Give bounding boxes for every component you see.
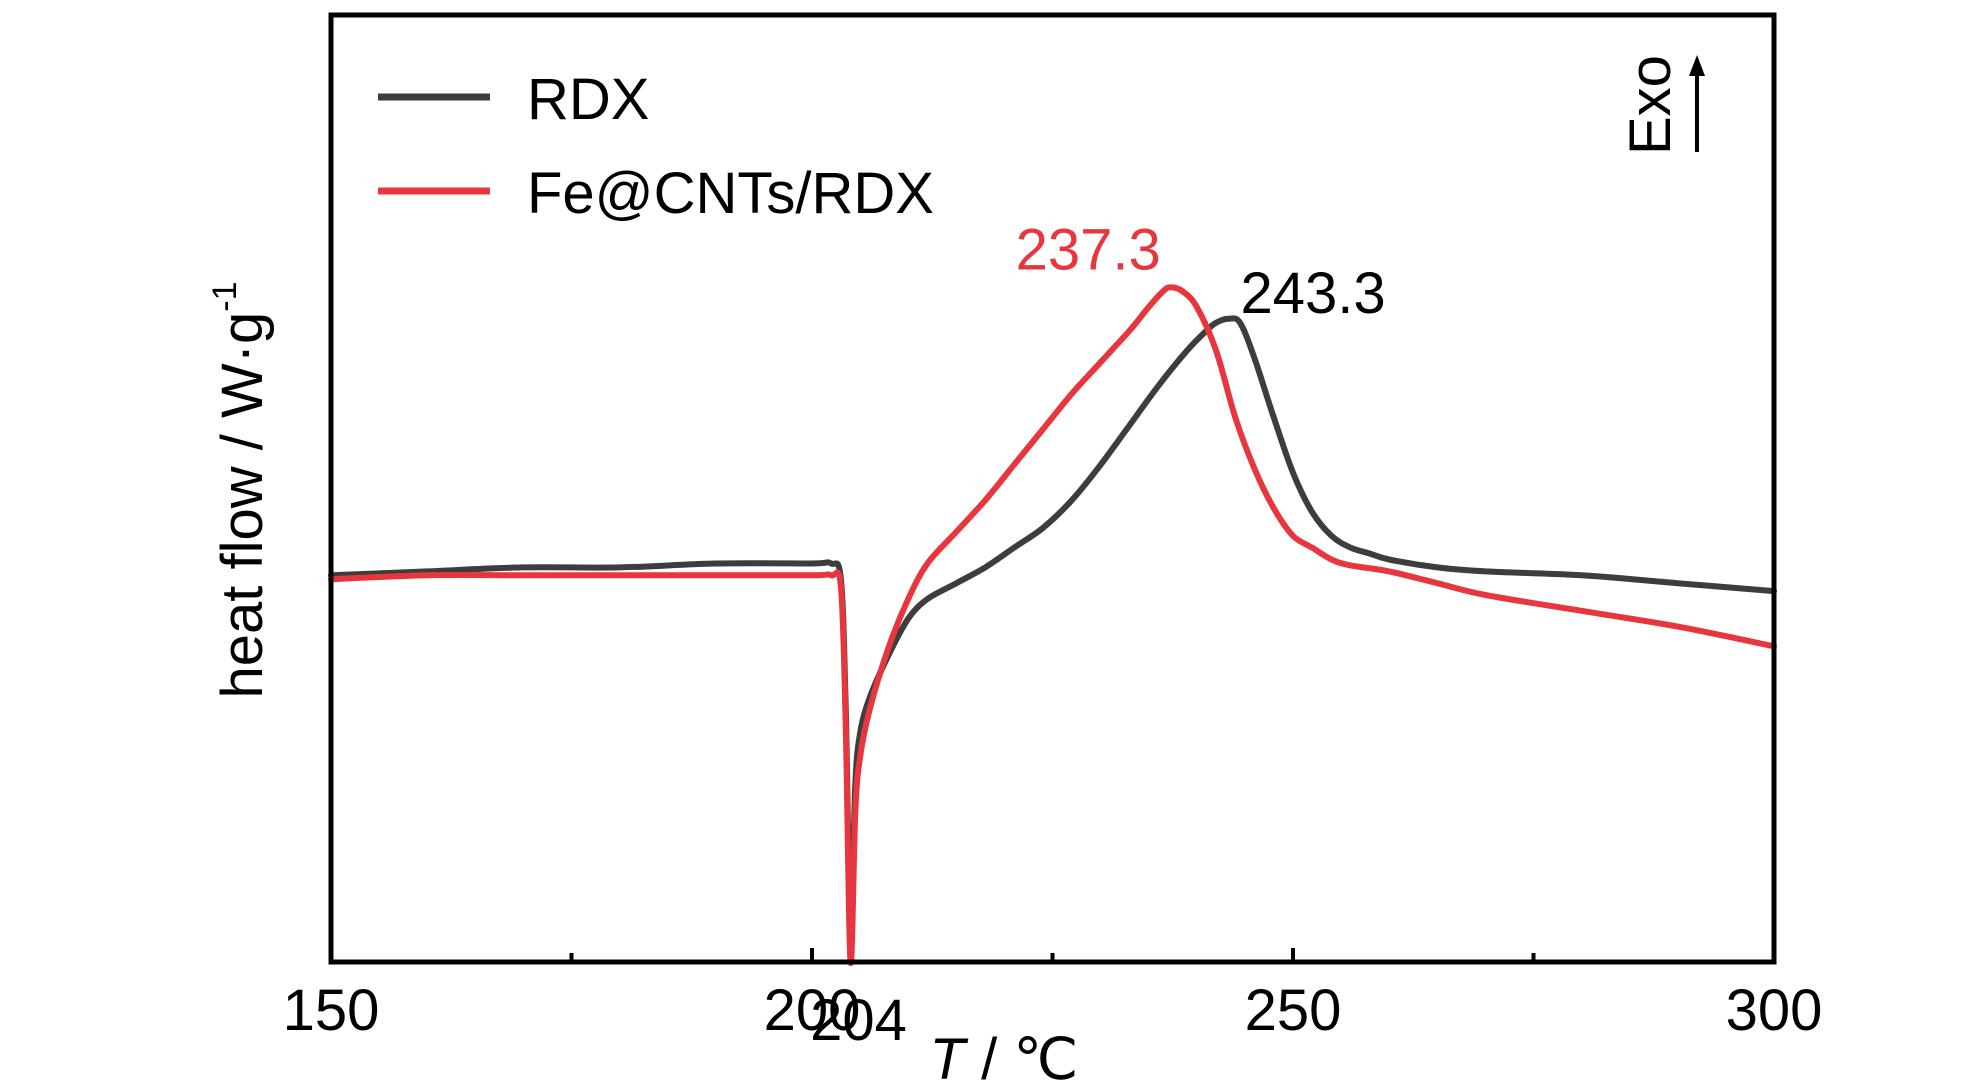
legend-label-fe-cnts-rdx: Fe@CNTs/RDX [527, 161, 934, 226]
y-axis-label-superscript: -1 [206, 281, 244, 311]
peak-annotation-204: 204 [810, 988, 907, 1053]
exo-direction-marker: Exo [1618, 55, 1705, 155]
x-tick-label-300: 300 [1726, 978, 1823, 1043]
x-axis-ticks [329, 948, 1776, 962]
y-axis-label-text: heat flow / W·g [210, 312, 275, 699]
x-axis-label-symbol: T [930, 1027, 969, 1087]
x-tick-label-200: 200 [764, 978, 861, 1043]
peak-annotation-243-3: 243.3 [1241, 261, 1386, 326]
x-axis-tick-labels: 150 200 250 300 [283, 978, 1823, 1043]
annotation-layer: 204 237.3 243.3 [810, 217, 1386, 1053]
svg-text:heat flow / W·g-1: heat flow / W·g-1 [206, 281, 275, 698]
peak-annotation-237-3: 237.3 [1016, 217, 1161, 282]
series-line-fe-cnts-rdx [328, 284, 1777, 966]
plot-frame [328, 12, 1777, 965]
series-layer [328, 284, 1777, 966]
exo-label: Exo [1618, 55, 1683, 155]
legend-label-rdx: RDX [527, 67, 649, 132]
legend: RDX Fe@CNTs/RDX [378, 67, 934, 226]
x-axis-label-unit: / ℃ [965, 1027, 1078, 1087]
series-line-rdx [328, 315, 1777, 935]
x-tick-label-250: 250 [1245, 978, 1342, 1043]
x-tick-label-150: 150 [283, 978, 380, 1043]
y-axis-label: heat flow / W·g-1 [206, 281, 275, 698]
up-arrow-icon [1689, 55, 1705, 152]
x-axis-label: T / ℃ [930, 1027, 1079, 1087]
